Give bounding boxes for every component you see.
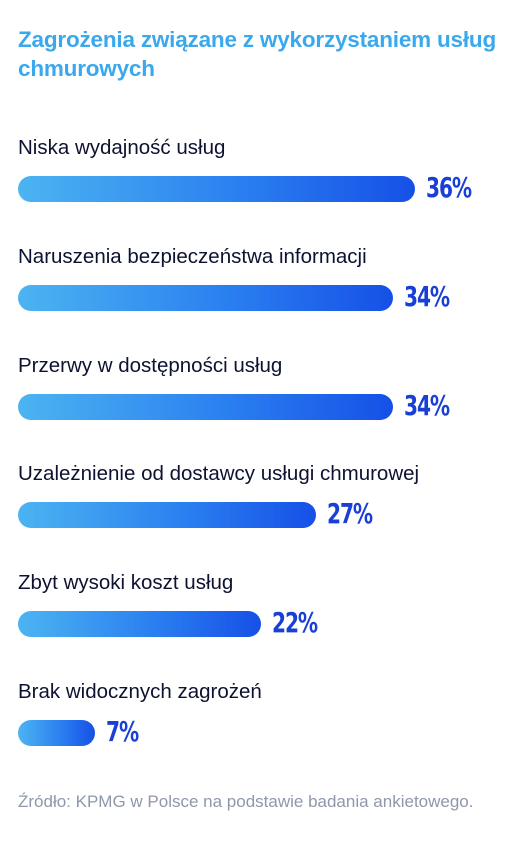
bar-row: Niska wydajność usług 36%: [18, 136, 508, 216]
chart-title: Zagrożenia związane z wykorzystaniem usł…: [18, 27, 496, 81]
bar-row: Brak widocznych zagrożeń 7%: [18, 680, 508, 760]
bar: [18, 284, 393, 311]
bar: [18, 720, 96, 746]
value-label: 34%: [403, 279, 450, 313]
bar: [18, 611, 261, 638]
category-label: Brak widocznych zagrożeń: [18, 680, 262, 703]
category-label: Zbyt wysoki koszt usług: [18, 571, 234, 595]
bar-row: Uzależnienie od dostawcy usługi chmurowe…: [18, 462, 508, 542]
bar-row: Przerwy w dostępności usług 34%: [18, 354, 508, 434]
value-label: 22%: [271, 606, 318, 640]
bar-row: Zbyt wysoki koszt usług 22%: [18, 571, 508, 651]
value-label: 34%: [403, 388, 450, 422]
bar: [18, 502, 316, 529]
category-label: Naruszenia bezpieczeństwa informacji: [18, 244, 367, 268]
value-label: 36%: [426, 171, 472, 204]
value-label: 7%: [106, 715, 139, 748]
category-label: Uzależnienie od dostawcy usługi chmurowe…: [18, 462, 420, 486]
bar: [18, 393, 393, 420]
category-label: Przerwy w dostępności usług: [18, 353, 283, 377]
value-label: 27%: [326, 497, 373, 531]
bar: [18, 176, 415, 202]
bar-row: Naruszenia bezpieczeństwa informacji 34%: [18, 245, 508, 325]
category-label: Niska wydajność usług: [18, 136, 226, 159]
source-note: Źródło: KPMG w Polsce na podstawie badan…: [18, 792, 474, 811]
